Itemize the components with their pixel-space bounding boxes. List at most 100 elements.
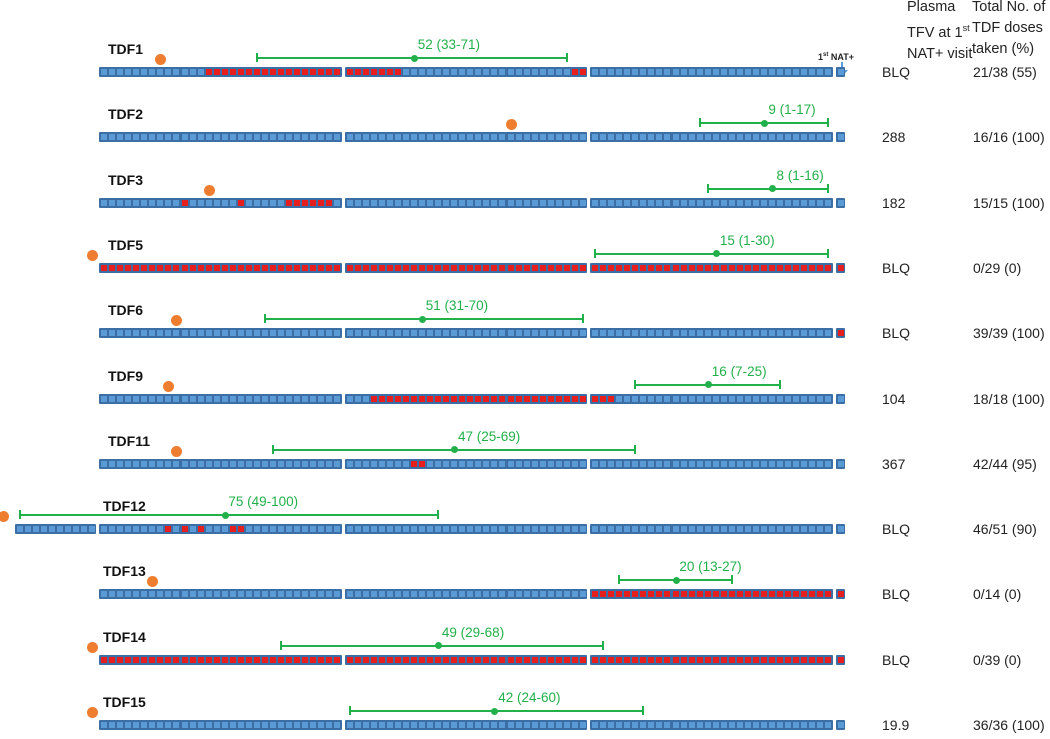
missed-dose-day — [378, 264, 385, 271]
missed-dose-day — [410, 656, 417, 663]
taken-dose-day — [221, 395, 228, 402]
missed-dose-day — [531, 264, 538, 271]
participant-id: TDF9 — [108, 367, 143, 384]
taken-dose-day — [555, 69, 562, 75]
taken-dose-day — [427, 460, 433, 467]
doses-value: 0/39 (0) — [973, 651, 1022, 668]
taken-dose-day — [459, 591, 466, 598]
taken-dose-day — [64, 526, 71, 533]
taken-dose-day — [149, 722, 156, 728]
taken-dose-day — [435, 330, 442, 337]
taken-dose-day — [221, 526, 228, 533]
taken-dose-day — [402, 591, 409, 598]
taken-dose-day — [664, 330, 671, 337]
infection-window-label: 47 (25-69) — [457, 428, 521, 444]
taken-dose-day — [793, 460, 800, 467]
taken-dose-day — [72, 526, 79, 533]
taken-dose-day — [181, 330, 188, 337]
taken-dose-day — [270, 199, 277, 206]
tfv-value: BLQ — [882, 64, 911, 80]
enrollment-dot — [163, 380, 175, 392]
missed-dose-day — [173, 264, 180, 271]
infection-window-cap-right — [827, 248, 830, 258]
taken-dose-day — [680, 330, 687, 337]
taken-dose-day — [346, 134, 353, 141]
taken-dose-day — [777, 395, 784, 402]
missed-dose-day — [346, 69, 353, 75]
taken-dose-day — [696, 526, 703, 533]
taken-dose-day — [507, 526, 514, 533]
missed-dose-day — [378, 656, 385, 663]
taken-dose-day — [197, 460, 204, 467]
taken-dose-day — [205, 526, 212, 533]
infection-window-label: 15 (1-30) — [719, 232, 775, 248]
missed-dose-day — [410, 395, 417, 402]
taken-dose-day — [539, 591, 546, 598]
missed-dose-day — [837, 330, 844, 337]
taken-dose-day — [435, 134, 442, 141]
taken-dose-day — [427, 526, 433, 533]
taken-dose-day — [245, 395, 252, 402]
taken-dose-day — [640, 460, 647, 467]
taken-dose-day — [664, 134, 671, 141]
timeline-segment — [99, 67, 342, 77]
taken-dose-day — [640, 722, 647, 728]
taken-dose-day — [600, 134, 607, 141]
taken-dose-day — [825, 134, 832, 141]
taken-dose-day — [648, 199, 655, 206]
missed-dose-day — [410, 264, 417, 271]
tfv-value: BLQ — [882, 651, 911, 668]
missed-dose-day — [221, 69, 228, 75]
nat-sup: st — [823, 52, 829, 58]
taken-dose-day — [451, 460, 458, 467]
taken-dose-day — [165, 134, 172, 141]
taken-dose-day — [475, 199, 482, 206]
enrollment-dot — [155, 54, 167, 65]
taken-dose-day — [475, 134, 482, 141]
missed-dose-day — [744, 264, 751, 271]
taken-dose-day — [785, 460, 792, 467]
infection-estimate-point — [410, 54, 418, 62]
missed-dose-day — [837, 656, 844, 663]
taken-dose-day — [656, 134, 663, 141]
taken-dose-day — [728, 134, 735, 141]
missed-dose-day — [523, 264, 530, 271]
missed-dose-day — [197, 264, 204, 271]
taken-dose-day — [539, 199, 546, 206]
missed-dose-day — [302, 264, 309, 271]
taken-dose-day — [809, 395, 816, 402]
participant-id: TDF6 — [108, 302, 143, 319]
timeline-segment — [835, 589, 845, 600]
taken-dose-day — [467, 591, 474, 598]
taken-dose-day — [394, 330, 401, 337]
missed-dose-day — [728, 591, 735, 598]
infection-window-label: 52 (33-71) — [417, 37, 481, 52]
taken-dose-day — [278, 460, 285, 467]
taken-dose-day — [229, 591, 236, 598]
missed-dose-day — [579, 395, 586, 402]
missed-dose-day — [459, 395, 466, 402]
taken-dose-day — [563, 330, 570, 337]
taken-dose-day — [720, 395, 727, 402]
missed-dose-day — [696, 656, 703, 663]
taken-dose-day — [205, 395, 212, 402]
taken-dose-day — [785, 69, 792, 75]
missed-dose-day — [555, 264, 562, 271]
missed-dose-day — [386, 656, 393, 663]
taken-dose-day — [101, 330, 107, 337]
timeline-segment — [590, 589, 833, 600]
taken-dose-day — [370, 199, 377, 206]
taken-dose-day — [229, 460, 236, 467]
taken-dose-day — [555, 460, 562, 467]
taken-dose-day — [205, 330, 212, 337]
missed-dose-day — [801, 656, 808, 663]
missed-dose-day — [531, 656, 538, 663]
taken-dose-day — [712, 395, 719, 402]
taken-dose-day — [262, 199, 268, 206]
missed-dose-day — [728, 656, 735, 663]
taken-dose-day — [262, 395, 268, 402]
timeline-segment — [14, 524, 96, 535]
taken-dose-day — [801, 395, 808, 402]
taken-dose-day — [362, 526, 369, 533]
infection-window-line — [281, 644, 604, 647]
